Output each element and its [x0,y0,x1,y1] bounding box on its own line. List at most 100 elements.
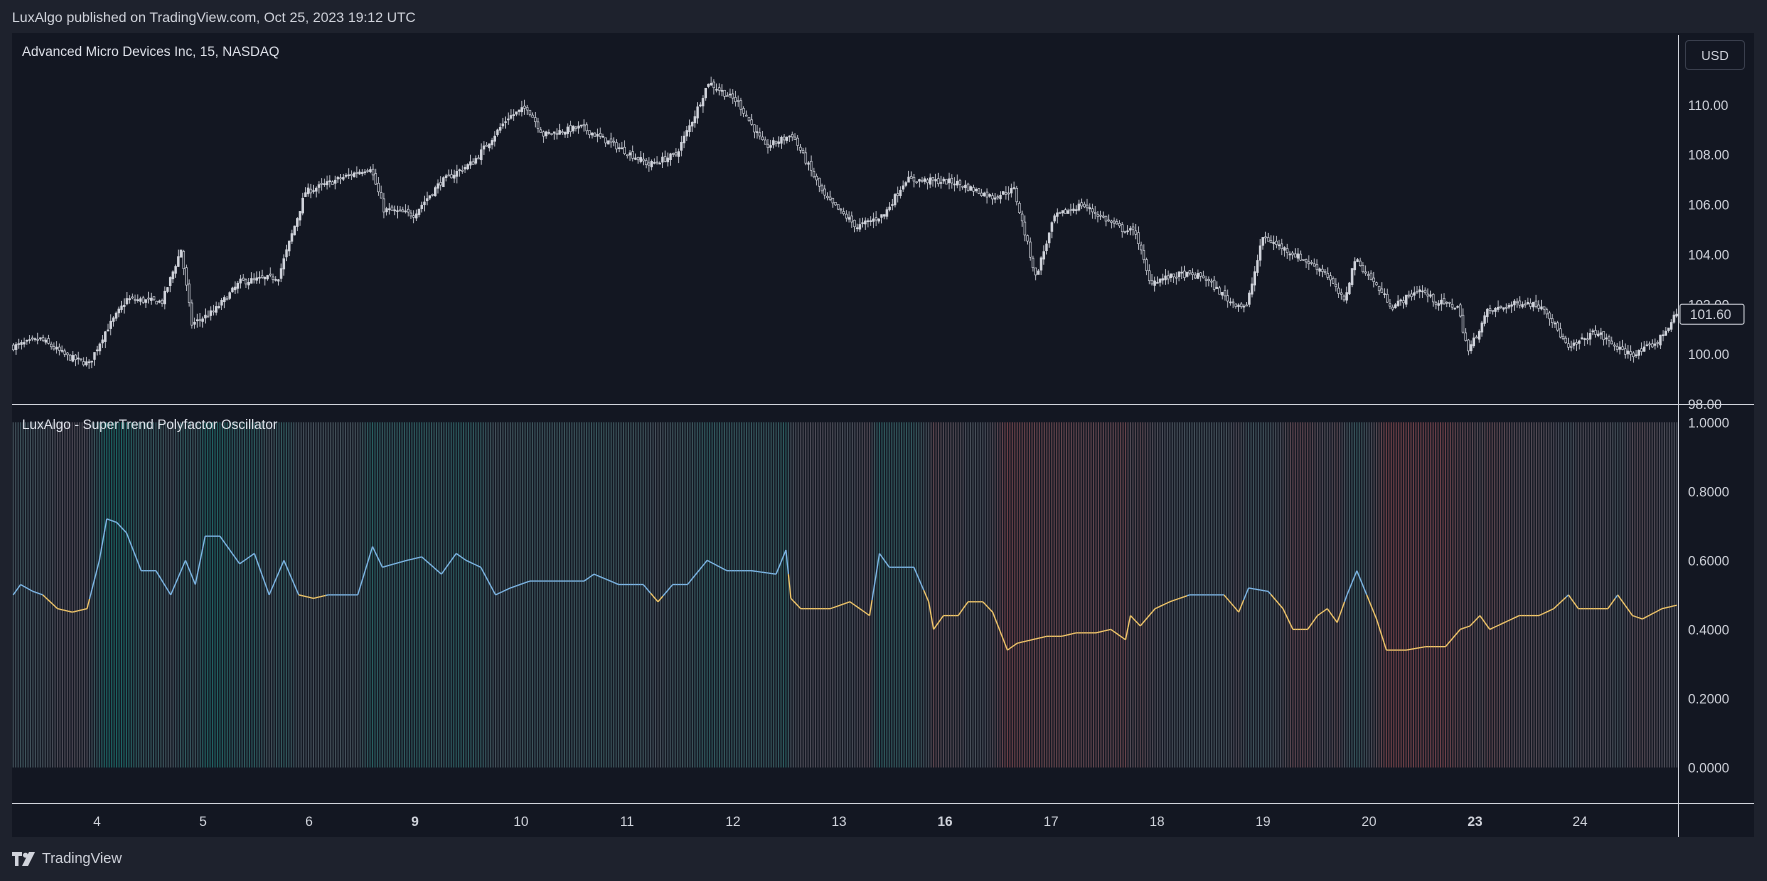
oscillator-line-segment [1240,599,1245,607]
candle-body [17,343,21,345]
oscillator-line-segment [515,584,518,587]
candle-body [1231,301,1235,304]
oscillator-line-segment [701,562,706,567]
oscillator-line-segment [113,520,117,523]
oscillator-line-segment [1238,605,1242,613]
candle-body [785,136,789,141]
candle-body [893,194,897,206]
oscillator-line-segment [27,588,31,591]
tradingview-logo[interactable]: TradingView [12,851,122,867]
candle-body [628,152,632,156]
oscillator-line-segment [987,606,991,610]
oscillator-line-segment [1039,636,1043,639]
oscillator-line-segment [416,556,420,559]
candle-body [1145,259,1148,271]
candle-body [847,217,851,220]
candle-body [663,156,667,162]
oscillator-line-segment [601,576,605,579]
oscillator-line-segment [1499,623,1503,626]
candle-body [747,117,751,121]
candle-body [401,209,405,213]
oscillator-line-segment [1656,609,1660,612]
oscillator-line-segment [667,586,671,591]
candle-body [385,208,388,213]
candle-body [1637,350,1641,356]
candle-body [220,299,223,306]
candle-body [293,225,296,236]
candle-body [1505,307,1508,309]
candle-body [539,129,542,133]
candle-body [1175,276,1178,279]
candle-body [815,175,818,181]
oscillator-line-segment [1481,618,1486,623]
candle-body [1532,301,1535,308]
oscillator-line-segment [1159,604,1163,607]
oscillator-line-segment [1127,615,1132,628]
candle-body [150,297,153,301]
candle-body [1118,222,1121,227]
candle-body [850,215,854,223]
oscillator-line-segment [588,575,592,579]
candle-body [904,182,908,186]
candle-body [312,190,315,192]
candle-body [1294,253,1297,258]
candle-body [93,352,96,360]
candle-body [379,192,383,199]
oscillator-line-segment [157,574,162,580]
candle-body [114,312,118,319]
oscillator-line-segment [1612,597,1616,603]
candle-body [1669,322,1673,330]
time-axis-tick: 12 [725,814,740,829]
candle-body [1342,295,1346,301]
oscillator-line-segment [935,622,940,627]
candle-body [333,179,337,184]
oscillator-line-segment [1358,576,1363,584]
candle-body [428,195,432,199]
oscillator-line-segment [1614,594,1619,599]
candle-body [1039,257,1043,271]
oscillator-line-segment [832,606,836,609]
candle-body [1450,304,1454,308]
oscillator-line-segment [32,590,36,593]
candle-body [1015,188,1018,203]
candle-body [1556,322,1559,331]
candle-body [1337,287,1340,294]
oscillator-line-segment [775,567,780,575]
candle-body [298,211,302,221]
oscillator-line-segment [394,562,398,565]
candle-body [1572,342,1576,346]
candle-body [1129,228,1132,231]
candle-body [1477,331,1481,340]
chart-frame[interactable] [12,33,1754,837]
candle-body [1096,214,1100,217]
oscillator-line-segment [453,553,457,558]
candle-body [501,123,505,127]
oscillator-line-segment [258,567,263,575]
candle-body [1523,303,1527,306]
candle-body [988,194,991,197]
oscillator-line-segment [1307,625,1311,630]
candle-body [1521,304,1524,308]
oscillator-line-segment [1149,611,1154,615]
candle-body [1042,251,1046,260]
candle-body [185,267,188,286]
oscillator-line-segment [854,604,858,608]
oscillator-line-segment [1622,601,1626,606]
candle-body [342,177,345,180]
candle-body [939,182,943,184]
candle-body [1459,304,1462,317]
candle-body [1053,215,1056,222]
oscillator-line-segment [859,608,863,611]
candle-body [693,116,697,124]
candle-body [190,302,194,326]
candle-body [1345,292,1348,301]
candle-body [1212,279,1216,290]
oscillator-line-segment [197,560,201,573]
currency-button[interactable]: USD [1685,40,1745,70]
candle-body [720,90,724,92]
candle-body [463,167,467,170]
oscillator-line-segment [1380,634,1385,643]
candle-body [1104,216,1108,222]
oscillator-line-segment [59,608,63,611]
